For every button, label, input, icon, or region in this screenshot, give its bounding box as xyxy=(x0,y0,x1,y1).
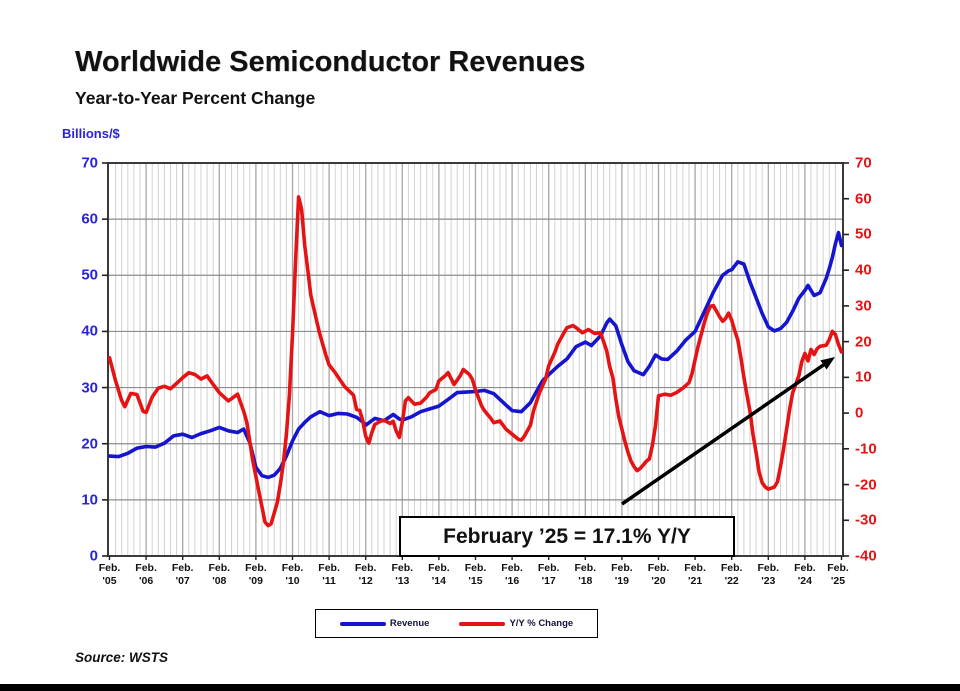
left-axis-label-0: 0 xyxy=(89,547,98,565)
left-axis-label-20: 20 xyxy=(81,435,98,453)
x-axis-label-22: Feb. '22 xyxy=(720,562,743,587)
x-axis-label-07: Feb. '07 xyxy=(171,562,194,587)
left-axis-label-30: 30 xyxy=(81,379,98,397)
revenue-line-swatch xyxy=(339,621,386,626)
legend-yoy-label: Y/Y % Change xyxy=(509,618,574,629)
x-axis-label-19: Feb. '19 xyxy=(611,562,633,587)
source-text: Source: WSTS xyxy=(75,650,169,665)
x-axis-label-20: Feb. '20 xyxy=(647,562,670,587)
x-axis-label-10: Feb. '10 xyxy=(281,562,304,587)
right-axis-label-10: 10 xyxy=(855,368,872,386)
right-axis-label-60: 60 xyxy=(855,190,872,208)
x-axis-label-06: Feb. '06 xyxy=(135,562,157,587)
legend-item-revenue: Revenue xyxy=(339,618,430,629)
x-axis-label-11: Feb. '11 xyxy=(318,562,340,587)
x-axis-label-17: Feb. '17 xyxy=(537,562,560,587)
bottom-border-bar xyxy=(0,684,960,691)
x-axis-label-18: Feb. '18 xyxy=(574,562,597,587)
right-axis-label--30: -30 xyxy=(855,511,877,529)
x-axis-label-12: Feb. '12 xyxy=(354,562,377,587)
x-axis-label-15: Feb. '15 xyxy=(464,562,487,587)
legend-item-yoy: Y/Y % Change xyxy=(459,618,573,629)
annotation-arrowhead-icon xyxy=(820,357,835,370)
x-axis-label-05: Feb. '05 xyxy=(98,562,121,587)
left-axis-label-50: 50 xyxy=(81,266,98,284)
x-axis-label-25: Feb. '25 xyxy=(827,562,849,587)
x-axis-label-13: Feb. '13 xyxy=(391,562,414,587)
left-axis-label-10: 10 xyxy=(81,491,98,509)
right-axis-label-40: 40 xyxy=(855,261,872,279)
x-axis-label-24: Feb. '24 xyxy=(794,562,816,587)
left-axis-unit-label: Billions/$ xyxy=(62,126,120,141)
legend-revenue-label: Revenue xyxy=(389,618,430,629)
page-subtitle: Year-to-Year Percent Change xyxy=(75,88,316,108)
x-axis-label-23: Feb. '23 xyxy=(757,562,780,587)
right-axis-label-50: 50 xyxy=(855,225,872,243)
annotation-box: February ’25 = 17.1% Y/Y xyxy=(399,516,735,557)
page-title: Worldwide Semiconductor Revenues xyxy=(75,46,586,78)
annotation-text: February ’25 = 17.1% Y/Y xyxy=(443,524,691,548)
x-axis-label-16: Feb. '16 xyxy=(501,562,523,587)
right-axis-label-30: 30 xyxy=(855,297,872,315)
legend-box: Revenue Y/Y % Change xyxy=(315,609,598,638)
annotation-arrow-line xyxy=(621,360,830,506)
yoy-line-swatch xyxy=(459,621,506,626)
left-axis-label-70: 70 xyxy=(81,154,98,172)
right-axis-label-20: 20 xyxy=(855,333,872,351)
x-axis-label-14: Feb. '14 xyxy=(428,562,450,587)
x-axis-label-21: Feb. '21 xyxy=(684,562,706,587)
left-axis-label-40: 40 xyxy=(81,322,98,340)
right-axis-label--40: -40 xyxy=(855,547,877,565)
left-axis-label-60: 60 xyxy=(81,210,98,228)
right-axis-label-70: 70 xyxy=(855,154,872,172)
right-axis-label--10: -10 xyxy=(855,440,877,458)
x-axis-label-09: Feb. '09 xyxy=(245,562,267,587)
yoy-line xyxy=(107,195,844,528)
right-axis-label--20: -20 xyxy=(855,476,877,494)
right-axis-label-0: 0 xyxy=(855,404,864,422)
x-axis-label-08: Feb. '08 xyxy=(208,562,231,587)
